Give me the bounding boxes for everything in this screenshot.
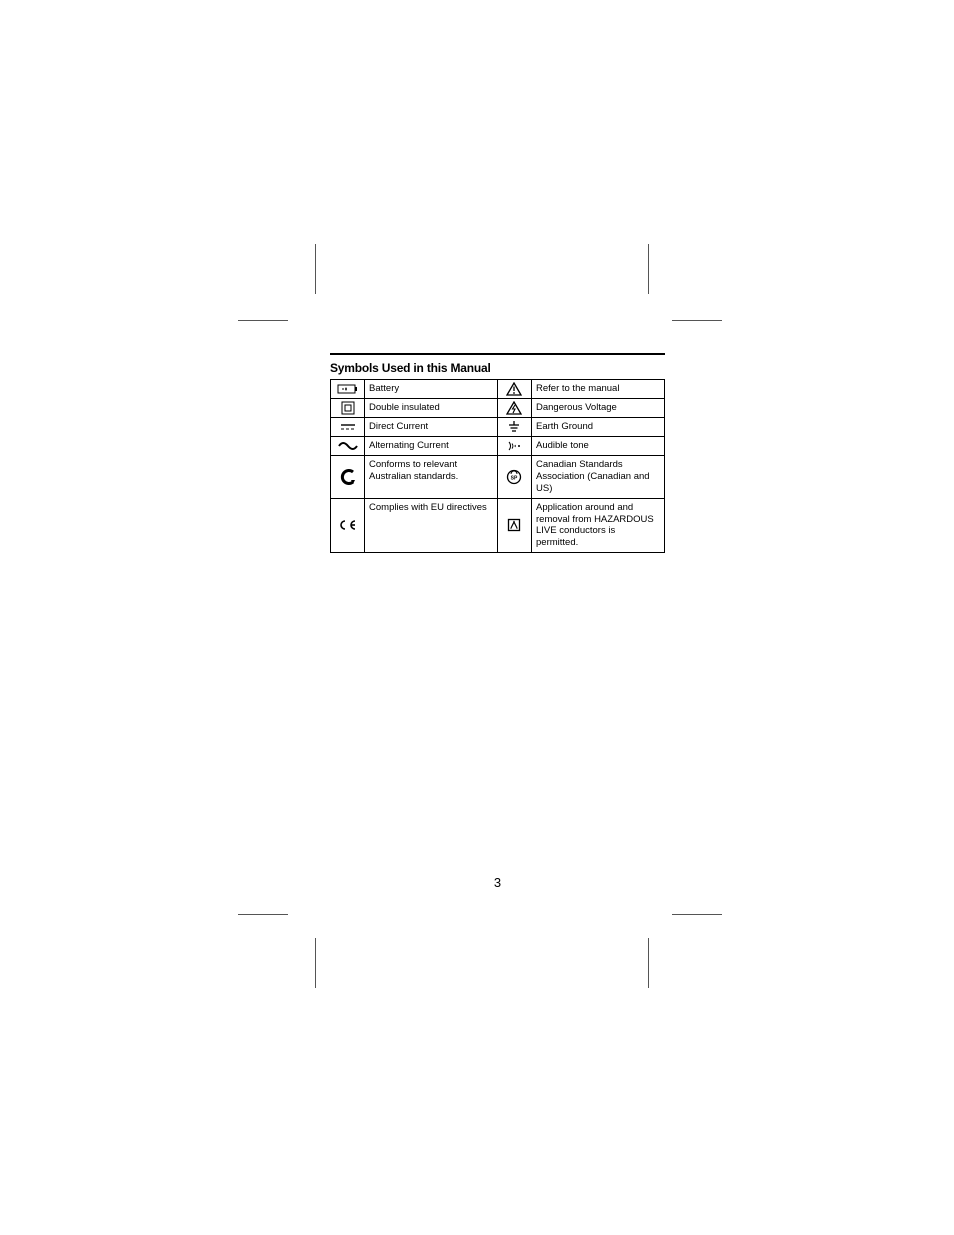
table-row: Complies with EU directives Application a… xyxy=(331,498,665,553)
bolt-triangle-icon xyxy=(497,399,531,418)
page-number: 3 xyxy=(330,875,665,890)
symbol-desc: Dangerous Voltage xyxy=(532,399,665,418)
section-heading: Symbols Used in this Manual xyxy=(330,361,665,375)
symbol-desc: Application around and removal from HAZA… xyxy=(532,498,665,553)
table-row: Double insulated Dangerous Voltage xyxy=(331,399,665,418)
double-insulated-icon xyxy=(331,399,365,418)
ac-icon xyxy=(331,437,365,456)
table-row: Battery Refer to the manual xyxy=(331,380,665,399)
table-row: Conforms to relevant Australian standard… xyxy=(331,456,665,499)
symbol-desc: Canadian Standards Association (Canadian… xyxy=(532,456,665,499)
symbol-desc: Battery xyxy=(365,380,498,399)
csa-icon: SP xyxy=(497,456,531,499)
page-content: Symbols Used in this Manual Battery Refer… xyxy=(330,353,665,553)
symbol-desc: Direct Current xyxy=(365,418,498,437)
symbol-desc: Double insulated xyxy=(365,399,498,418)
warn-triangle-icon xyxy=(497,380,531,399)
symbol-desc: Audible tone xyxy=(532,437,665,456)
symbol-desc: Refer to the manual xyxy=(532,380,665,399)
top-rule xyxy=(330,353,665,355)
symbols-table: BatteryRefer to the manualDouble insulat… xyxy=(330,379,665,553)
symbol-desc: Earth Ground xyxy=(532,418,665,437)
battery-icon xyxy=(331,380,365,399)
table-row: Direct Current Earth Ground xyxy=(331,418,665,437)
symbol-desc: Complies with EU directives xyxy=(365,498,498,553)
earth-ground-icon xyxy=(497,418,531,437)
symbol-desc: Conforms to relevant Australian standard… xyxy=(365,456,498,499)
audible-icon xyxy=(497,437,531,456)
dc-icon xyxy=(331,418,365,437)
symbol-desc: Alternating Current xyxy=(365,437,498,456)
live-box-icon xyxy=(497,498,531,553)
table-row: Alternating Current Audible tone xyxy=(331,437,665,456)
svg-text:SP: SP xyxy=(511,475,518,481)
ce-icon xyxy=(331,498,365,553)
c-tick-icon xyxy=(331,456,365,499)
